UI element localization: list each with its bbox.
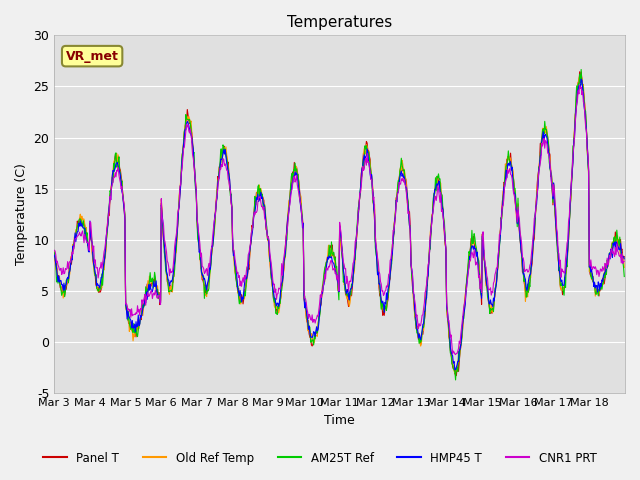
X-axis label: Time: Time (324, 414, 355, 427)
Y-axis label: Temperature (C): Temperature (C) (15, 163, 28, 265)
Text: VR_met: VR_met (66, 49, 118, 63)
Title: Temperatures: Temperatures (287, 15, 392, 30)
Legend: Panel T, Old Ref Temp, AM25T Ref, HMP45 T, CNR1 PRT: Panel T, Old Ref Temp, AM25T Ref, HMP45 … (38, 447, 602, 469)
